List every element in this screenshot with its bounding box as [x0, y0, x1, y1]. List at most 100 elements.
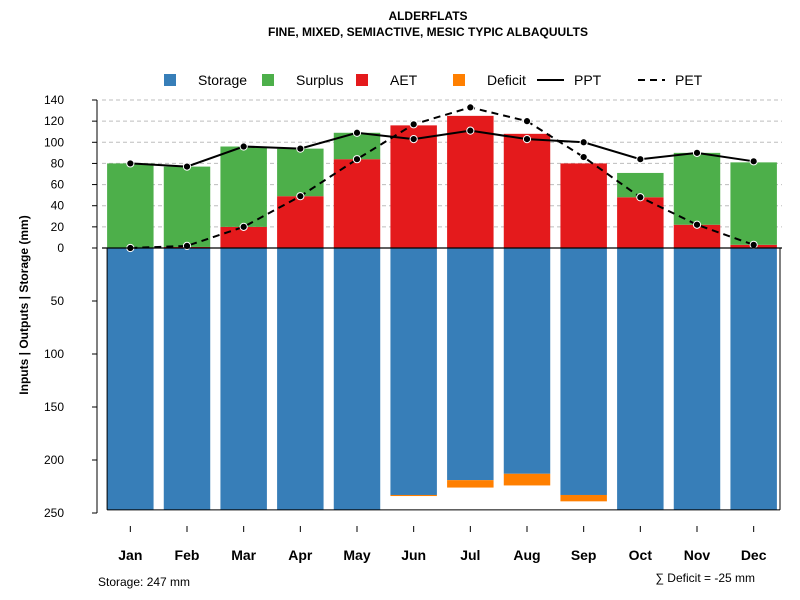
- y-tick-label: 60: [51, 178, 65, 192]
- pet-line: [130, 106, 755, 249]
- aet-bar: [220, 226, 267, 248]
- storage-bar: [163, 248, 211, 510]
- footer-deficit: ∑ Deficit = -25 mm: [655, 571, 755, 585]
- x-tick-label: Jul: [460, 547, 480, 563]
- bars: [107, 115, 777, 510]
- aet-bar: [560, 163, 607, 248]
- legend-label-deficit: Deficit: [487, 72, 526, 88]
- pet-point: [692, 220, 702, 229]
- y-tick-label: 100: [44, 347, 64, 361]
- storage-bar: [390, 248, 437, 495]
- y-tick-label: 100: [44, 135, 64, 149]
- ppt-point: [126, 159, 135, 168]
- footer-storage: Storage: 247 mm: [98, 575, 190, 589]
- legend-swatch-deficit: [453, 74, 465, 86]
- surplus-bar: [220, 146, 267, 227]
- aet-bar: [390, 125, 437, 248]
- legend-swatch-surplus: [262, 74, 274, 86]
- chart-subtitle: FINE, MIXED, SEMIACTIVE, MESIC TYPIC ALB…: [268, 25, 588, 39]
- y-tick-label: 20: [51, 220, 65, 234]
- storage-bar: [107, 248, 154, 510]
- y-tick-label: 150: [44, 400, 64, 414]
- storage-bar: [560, 248, 607, 495]
- deficit-bar: [560, 494, 607, 502]
- storage-bar: [277, 248, 324, 510]
- pet-point: [239, 222, 248, 231]
- deficit-bar: [503, 473, 551, 486]
- x-tick-label: Aug: [513, 547, 540, 563]
- aet-bar: [333, 159, 381, 248]
- ppt-point: [579, 138, 588, 147]
- storage-bar: [447, 248, 494, 481]
- pet-point: [749, 240, 758, 249]
- storage-bar: [673, 248, 721, 510]
- deficit-bar: [447, 480, 494, 488]
- chart-title: ALDERFLATS: [388, 9, 467, 23]
- deficit-bar: [390, 494, 437, 497]
- pet-point: [522, 117, 532, 126]
- storage-bar: [333, 248, 381, 510]
- legend-label-ppt: PPT: [574, 72, 602, 88]
- legend-swatch-aet: [356, 74, 368, 86]
- aet-bar: [277, 196, 324, 248]
- pet-point: [636, 193, 645, 202]
- gridlines: [102, 99, 782, 228]
- x-tick-label: May: [343, 547, 370, 563]
- x-tick-label: Nov: [684, 547, 711, 563]
- y-tick-label: 40: [51, 199, 65, 213]
- x-tick-label: Dec: [741, 547, 767, 563]
- storage-bar: [220, 248, 267, 510]
- pet-point: [296, 192, 305, 201]
- aet-bar: [503, 133, 551, 248]
- aet-bar: [617, 197, 664, 248]
- x-tick-label: Jan: [118, 547, 142, 563]
- pet-point: [466, 103, 475, 112]
- ppt-line: [130, 129, 754, 168]
- series-lines: [126, 103, 758, 253]
- aet-bar: [447, 115, 494, 248]
- ppt-point: [409, 135, 418, 144]
- x-tick-label: Apr: [288, 547, 313, 563]
- pet-point: [579, 152, 588, 162]
- ppt-point: [239, 142, 248, 151]
- ppt-point: [466, 126, 475, 135]
- legend-swatch-storage: [164, 74, 176, 86]
- storage-bar: [730, 248, 777, 510]
- surplus-bar: [107, 163, 154, 248]
- legend-label-storage: Storage: [198, 72, 247, 88]
- x-tick-label: Jun: [401, 547, 426, 563]
- y-tick-label: 250: [44, 506, 64, 520]
- storage-bar: [617, 248, 664, 510]
- legend-label-pet: PET: [675, 72, 703, 88]
- pet-point: [352, 155, 362, 164]
- ppt-point: [352, 128, 362, 137]
- aet-bar: [673, 224, 721, 248]
- surplus-bar: [163, 166, 211, 247]
- storage-bar: [503, 248, 551, 474]
- legend-label-surplus: Surplus: [296, 72, 343, 88]
- y-tick-label: 50: [51, 294, 65, 308]
- ppt-point: [182, 162, 192, 171]
- ppt-point: [692, 148, 702, 157]
- x-tick-label: Oct: [629, 547, 653, 563]
- legend: Storage Surplus AET Deficit PPT PET: [164, 72, 703, 88]
- surplus-bar: [277, 148, 324, 197]
- surplus-bar: [673, 152, 721, 225]
- axes: 0 20 40 60 80 100 120 140 50 100 150 200 250 Jan Feb Ma…: [44, 93, 782, 563]
- x-tick-label: Sep: [571, 547, 597, 563]
- y-axis-label: Inputs | Outputs | Storage (mm): [17, 215, 31, 394]
- pet-point: [409, 120, 418, 129]
- ppt-point: [522, 135, 532, 144]
- y-tick-label: 120: [44, 114, 64, 128]
- ppt-point: [636, 155, 645, 164]
- y-tick-label: 140: [44, 93, 64, 107]
- y-tick-label: 80: [51, 156, 65, 170]
- x-tick-label: Feb: [175, 547, 200, 563]
- y-tick-label: 0: [57, 241, 64, 255]
- ppt-point: [749, 157, 758, 166]
- ppt-point: [296, 144, 305, 153]
- y-tick-label: 200: [44, 453, 64, 467]
- x-tick-label: Mar: [231, 547, 256, 563]
- surplus-bar: [730, 162, 777, 245]
